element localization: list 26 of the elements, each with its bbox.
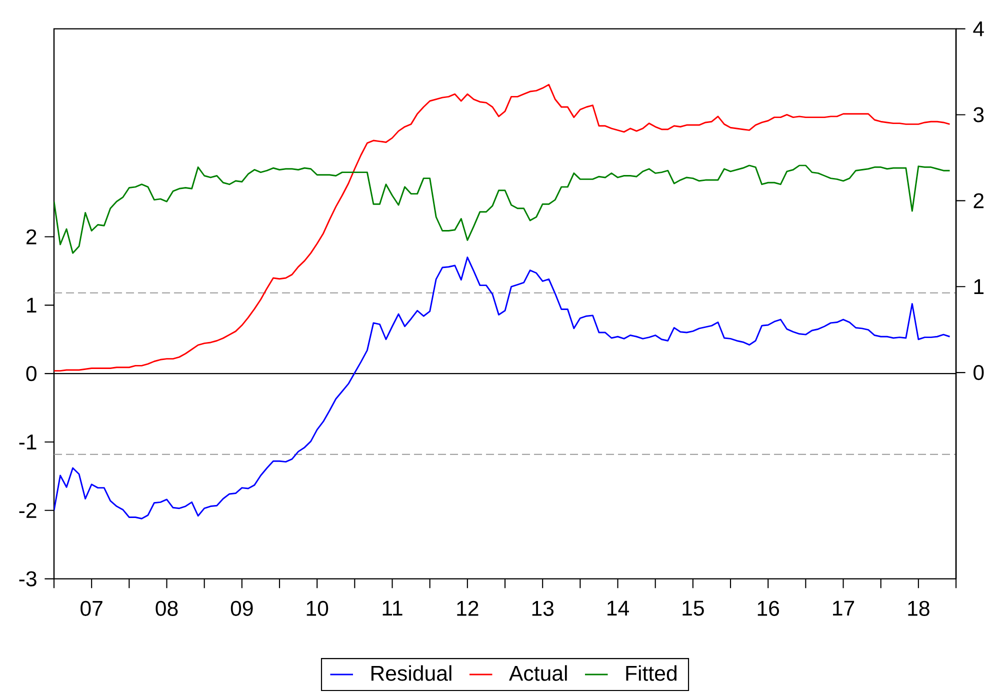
y-tick-label: -2 (19, 502, 36, 518)
legend-label: Residual (371, 665, 452, 681)
x-tick-label: 14 (608, 600, 629, 616)
x-tick-label: 13 (532, 600, 554, 616)
x-tick-label: 12 (457, 600, 478, 616)
legend-label: Fitted (626, 665, 676, 681)
y-tick-label: 1 (27, 298, 36, 312)
legend-label: Actual (509, 665, 567, 681)
y-tick-label: 0 (26, 366, 36, 382)
x-tick-label: 09 (230, 600, 253, 616)
y2-tick-label: 0 (974, 365, 984, 380)
x-tick-label: 17 (833, 600, 854, 616)
x-tick-label: 15 (682, 600, 704, 616)
y2-tick-label: 2 (974, 193, 984, 208)
y2-tick-label: 1 (974, 279, 984, 294)
x-tick-label: 08 (156, 600, 178, 616)
y2-tick-label: 3 (974, 107, 984, 122)
x-tick-label: 10 (306, 600, 328, 616)
y2-tick-label: 4 (973, 21, 984, 36)
y-tick-label: -1 (19, 434, 36, 450)
x-tick-label: 18 (908, 600, 930, 616)
x-tick-label: 11 (382, 600, 402, 616)
x-tick-label: 16 (758, 600, 780, 616)
y-tick-label: 2 (26, 229, 36, 244)
y-tick-label: -3 (19, 571, 36, 586)
x-tick-label: 07 (80, 600, 102, 616)
